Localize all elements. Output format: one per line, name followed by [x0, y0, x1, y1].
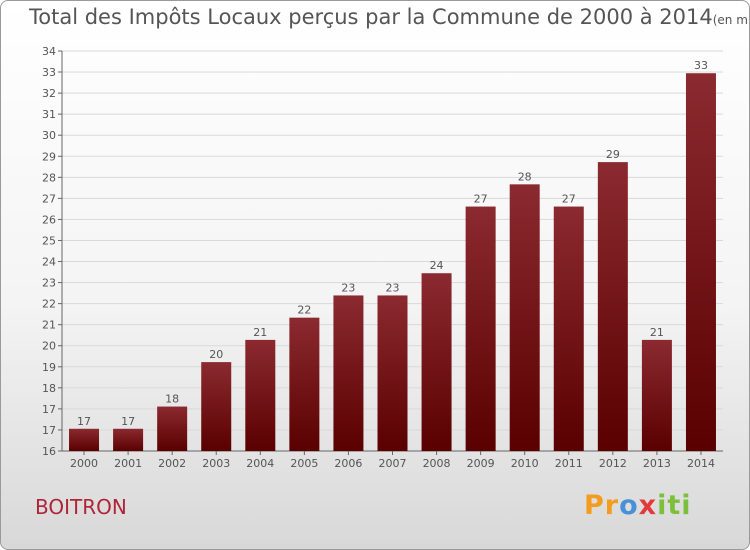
bar-value-label: 23 [341, 281, 355, 294]
bar [685, 73, 716, 451]
chart-unit: (en milliers d'€) [712, 13, 750, 27]
y-tick-label: 29 [42, 150, 56, 163]
bar-value-label: 27 [562, 193, 576, 206]
chart-title: Total des Impôts Locaux perçus par la Co… [29, 5, 713, 29]
bar [377, 295, 408, 451]
y-tick-label: 26 [42, 213, 56, 226]
y-tick-label: 20 [42, 340, 56, 353]
proxiti-logo[interactable]: Proxiti [584, 490, 692, 521]
bar [465, 206, 496, 451]
y-tick-label: 32 [42, 87, 56, 100]
y-tick-label: 30 [42, 129, 56, 142]
y-tick-label: 24 [42, 256, 56, 269]
bar-value-label: 29 [606, 148, 620, 161]
x-tick-label: 2009 [467, 457, 495, 470]
x-tick-label: 2004 [246, 457, 274, 470]
chart-title-block: Total des Impôts Locaux perçus par la Co… [29, 5, 750, 29]
bar [597, 162, 628, 451]
x-tick-label: 2003 [202, 457, 230, 470]
y-tick-label: 19 [42, 361, 56, 374]
bar [69, 428, 100, 451]
bar-value-label: 28 [518, 170, 532, 183]
x-tick-label: 2014 [687, 457, 715, 470]
bar [641, 339, 672, 451]
bar-value-label: 27 [474, 193, 488, 206]
x-tick-label: 2013 [643, 457, 671, 470]
y-tick-label: 34 [42, 45, 56, 58]
x-tick-label: 2012 [599, 457, 627, 470]
bar-value-label: 18 [165, 393, 179, 406]
bar [509, 184, 540, 452]
x-tick-label: 2008 [423, 457, 451, 470]
y-tick-label: 16 [42, 445, 56, 458]
y-tick-label: 23 [42, 277, 56, 290]
x-tick-label: 2002 [158, 457, 186, 470]
bar [421, 273, 452, 451]
x-tick-label: 2006 [334, 457, 362, 470]
x-tick-label: 2010 [511, 457, 539, 470]
bar-value-label: 33 [694, 59, 708, 72]
y-tick-label: 17 [42, 424, 56, 437]
y-tick-label: 25 [42, 234, 56, 247]
x-tick-label: 2000 [70, 457, 98, 470]
bar-value-label: 17 [77, 415, 91, 428]
x-tick-label: 2001 [114, 457, 142, 470]
bars [69, 73, 716, 452]
y-tick-label: 18 [42, 382, 56, 395]
bar-value-label: 22 [297, 304, 311, 317]
bar-value-label: 23 [386, 281, 400, 294]
bar [289, 317, 320, 451]
x-tick-label: 2011 [555, 457, 583, 470]
y-tick-label: 33 [42, 66, 56, 79]
y-tick-label: 28 [42, 171, 56, 184]
y-tick-label: 21 [42, 319, 56, 332]
commune-name: BOITRON [35, 495, 127, 519]
x-tick-label: 2005 [290, 457, 318, 470]
y-tick-label: 17 [42, 403, 56, 416]
x-tick-label: 2007 [379, 457, 407, 470]
bar [157, 406, 188, 451]
bar [333, 295, 364, 451]
bar-value-label: 24 [430, 259, 444, 272]
data-labels: 17 17 18 20 21 22 23 23 24 27 28 27 29 21 33 [77, 59, 708, 428]
bar [553, 206, 584, 451]
bar-value-label: 20 [209, 348, 223, 361]
bar-value-label: 21 [650, 326, 664, 339]
y-tick-label: 27 [42, 192, 56, 205]
bar [113, 428, 144, 451]
bar-value-label: 21 [253, 326, 267, 339]
bar [201, 362, 232, 451]
bar [245, 339, 276, 451]
y-tick-label: 31 [42, 108, 56, 121]
bar-value-label: 17 [121, 415, 135, 428]
y-tick-label: 22 [42, 298, 56, 311]
